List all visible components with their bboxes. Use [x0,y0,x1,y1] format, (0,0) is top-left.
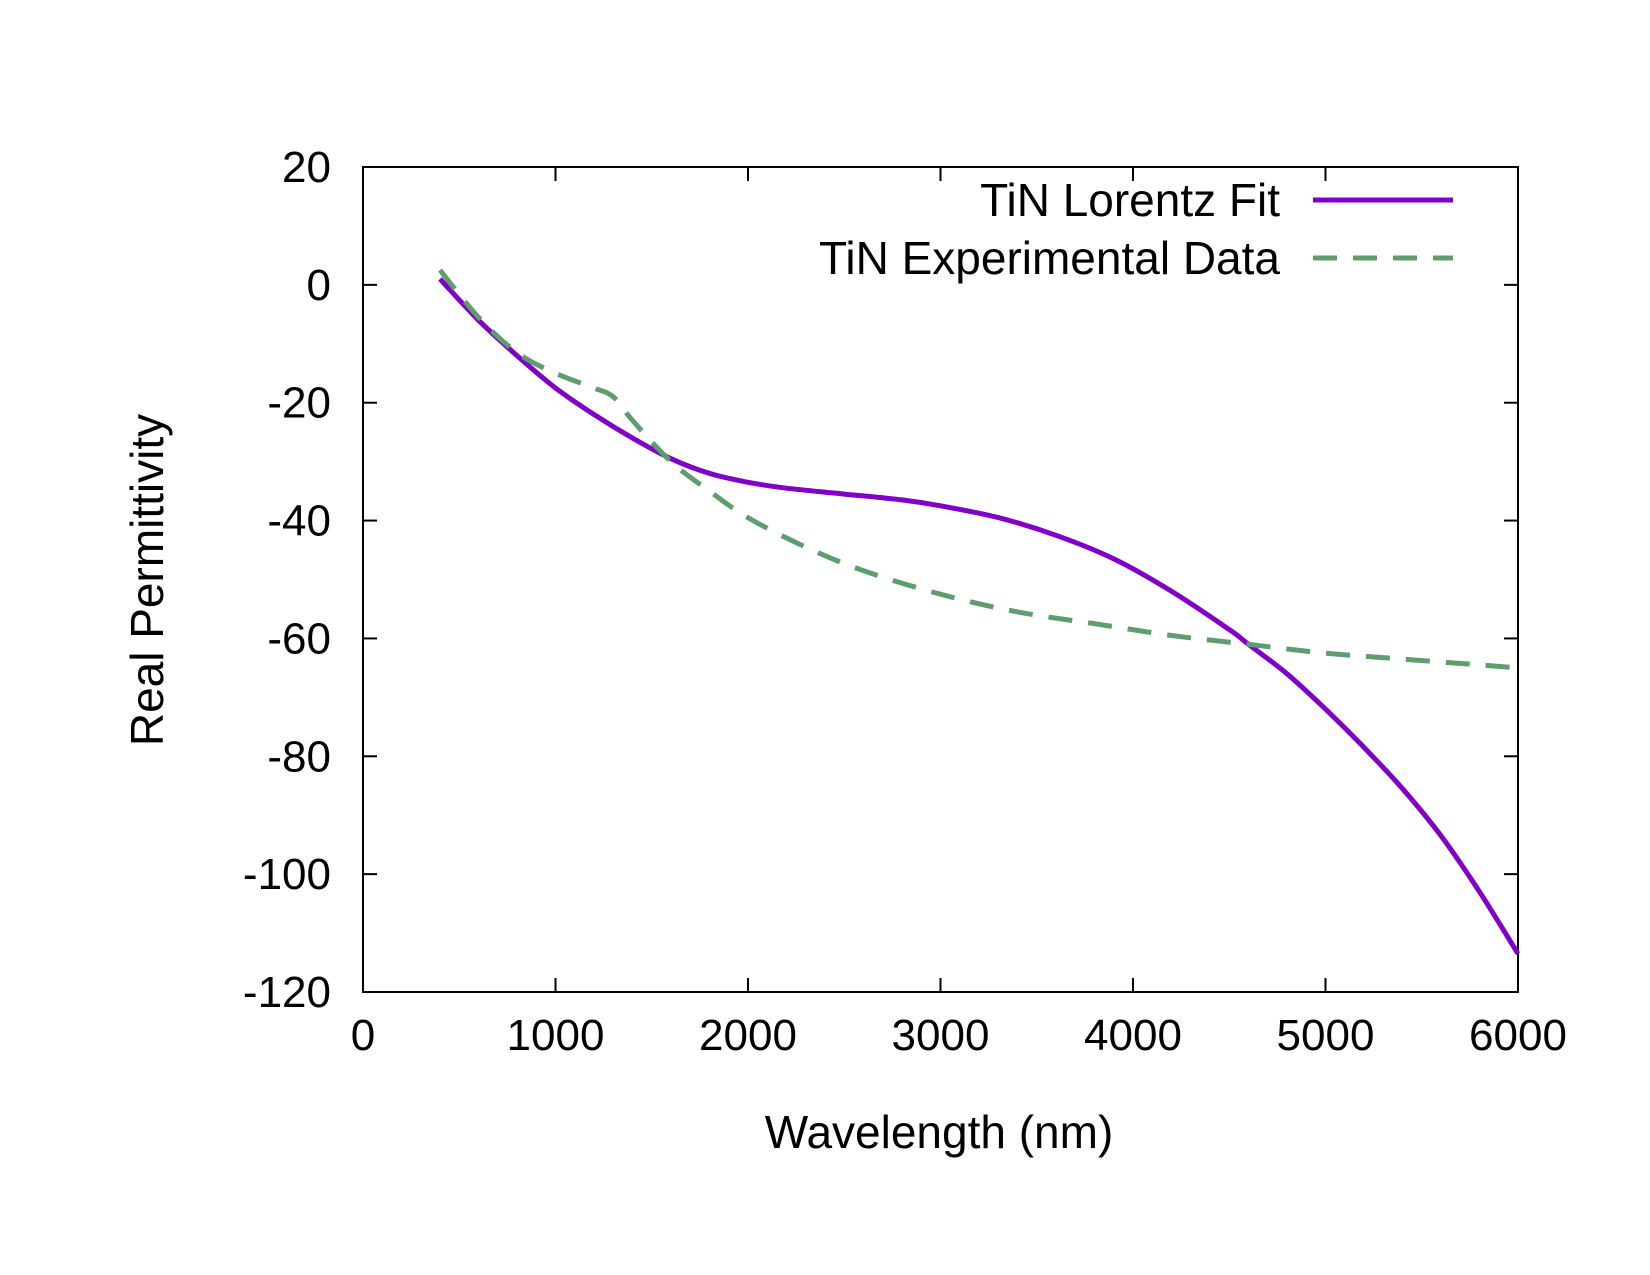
y-tick-label: -60 [267,614,331,663]
x-tick-label: 3000 [892,1011,990,1060]
legend: TiN Lorentz Fit TiN Experimental Data [819,174,1453,284]
y-tick-label: 0 [307,261,331,310]
tick-labels: 0 1000 2000 3000 4000 5000 6000 20 0 -20 -40 -60 -80… [243,143,1567,1060]
plot-border [362,166,1519,993]
x-axis-title: Wavelength (nm) [765,1106,1114,1158]
x-tick-label: 6000 [1469,1011,1567,1060]
x-tick-label: 0 [351,1011,375,1060]
tick-marks [362,166,1519,993]
y-tick-label: -20 [267,379,331,428]
legend-label: TiN Lorentz Fit [980,174,1280,226]
y-tick-label: 20 [282,143,331,192]
x-tick-label: 5000 [1277,1011,1375,1060]
y-tick-label: -40 [267,497,331,546]
y-tick-label: -100 [243,850,331,899]
series-lines [438,268,1521,956]
series-line-lorentz-fit [438,277,1521,956]
legend-entry: TiN Experimental Data [819,232,1453,284]
plot-frame [362,166,1519,993]
y-tick-label: -120 [243,968,331,1017]
y-tick-label: -80 [267,732,331,781]
legend-entry: TiN Lorentz Fit [980,174,1453,226]
x-tick-label: 2000 [699,1011,797,1060]
legend-label: TiN Experimental Data [819,232,1280,284]
y-axis-title: Real Permittivity [121,414,173,746]
x-tick-label: 1000 [507,1011,605,1060]
x-tick-label: 4000 [1084,1011,1182,1060]
series-line-experimental [438,268,1519,671]
